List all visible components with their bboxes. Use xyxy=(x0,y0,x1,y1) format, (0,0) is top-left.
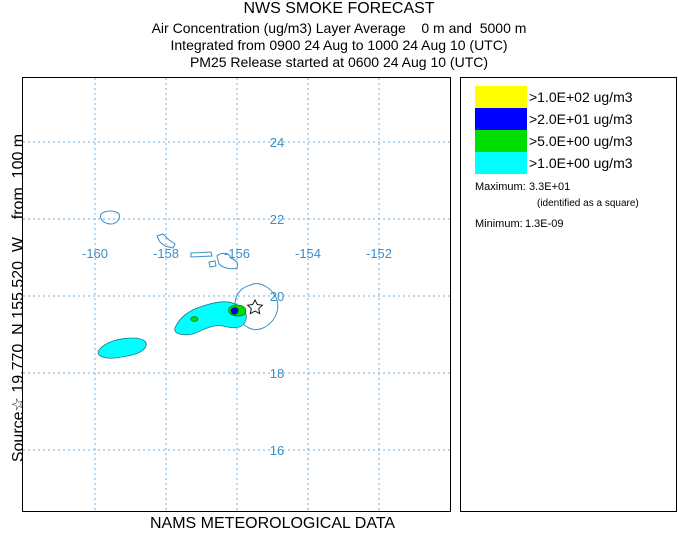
maximum-label: Maximum: xyxy=(475,181,526,193)
latitude-label: 24 xyxy=(270,135,284,150)
latitude-label: 20 xyxy=(270,289,284,304)
legend-panel: >1.0E+02 ug/m3 >2.0E+01 ug/m3 >5.0E+00 u… xyxy=(460,77,677,512)
latitude-label: 22 xyxy=(270,212,284,227)
legend-item: >1.0E+02 ug/m3 xyxy=(475,86,633,108)
minimum-label: Minimum: xyxy=(475,218,523,230)
page-title: NWS SMOKE FORECAST xyxy=(243,0,435,17)
subtitle-release: PM25 Release started at 0600 24 Aug 10 (… xyxy=(189,54,489,70)
map-canvas: -160 -158 -156 -154 -152 24 22 20 18 16 xyxy=(23,78,450,511)
star-icon xyxy=(246,299,264,315)
legend-label: >1.0E+02 ug/m3 xyxy=(529,89,633,105)
longitude-label: -154 xyxy=(295,246,321,261)
island-molokai xyxy=(190,251,213,258)
minimum-value: 1.3E-09 xyxy=(525,218,564,230)
plume-level-1-west xyxy=(97,337,147,359)
legend-swatch xyxy=(475,152,527,174)
source-marker xyxy=(246,299,264,315)
latitude-label: 16 xyxy=(270,443,284,458)
smoke-plume xyxy=(97,301,247,359)
legend-item: >5.0E+00 ug/m3 xyxy=(475,130,633,152)
data-source-label: NAMS METEOROLOGICAL DATA xyxy=(150,515,396,532)
legend-swatch xyxy=(475,130,527,152)
legend-swatch xyxy=(475,108,527,130)
legend-item: >2.0E+01 ug/m3 xyxy=(475,108,633,130)
graticule-labels: -160 -158 -156 -154 -152 24 22 20 18 16 xyxy=(82,135,392,458)
island-oahu xyxy=(156,233,176,249)
subtitle-integration: Integrated from 0900 24 Aug to 1000 24 A… xyxy=(170,37,508,53)
island-lanai xyxy=(208,260,217,268)
island-maui xyxy=(216,252,238,270)
legend-swatch xyxy=(475,86,527,108)
legend-item: >1.0E+00 ug/m3 xyxy=(475,152,633,174)
maximum-value: 3.3E+01 xyxy=(529,181,571,193)
legend-label: >2.0E+01 ug/m3 xyxy=(529,111,633,127)
plume-level-3 xyxy=(230,307,239,315)
longitude-label: -152 xyxy=(366,246,392,261)
island-kauai xyxy=(100,210,120,225)
maximum-note: (identified as a square) xyxy=(537,198,639,209)
subtitle-concentration: Air Concentration (ug/m3) Layer Average … xyxy=(151,20,527,36)
longitude-label: -156 xyxy=(224,246,250,261)
map-panel: -160 -158 -156 -154 -152 24 22 20 18 16 xyxy=(22,77,451,512)
plume-level-2-small xyxy=(190,316,199,322)
legend-label: >1.0E+00 ug/m3 xyxy=(529,155,633,171)
longitude-label: -160 xyxy=(82,246,108,261)
legend-label: >5.0E+00 ug/m3 xyxy=(529,133,633,149)
latitude-label: 18 xyxy=(270,366,284,381)
longitude-label: -158 xyxy=(153,246,179,261)
graticule xyxy=(23,78,450,511)
